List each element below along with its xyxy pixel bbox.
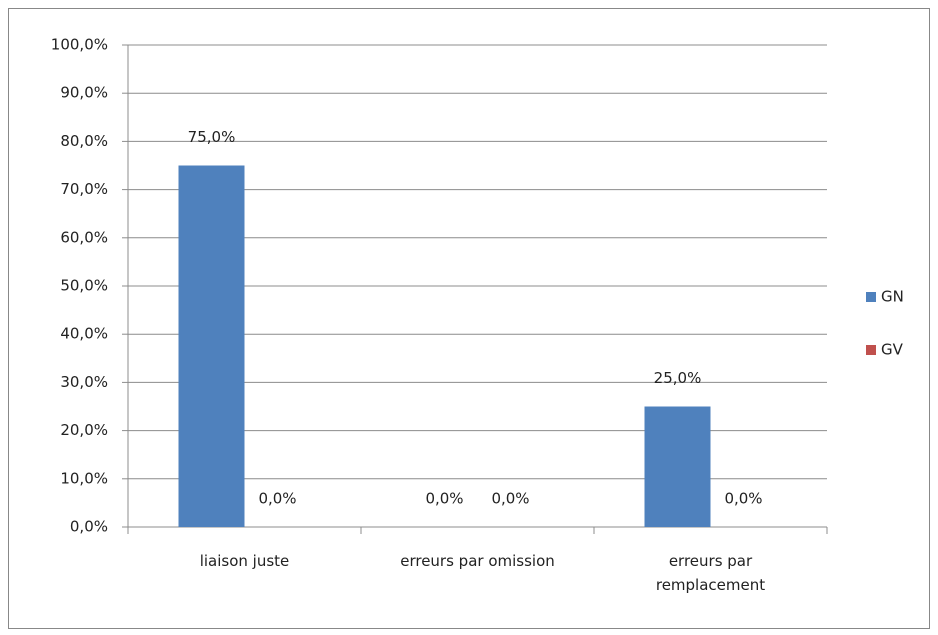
y-tick-label: 60,0% (60, 228, 108, 246)
y-tick-label: 100,0% (51, 36, 108, 54)
y-tick-label: 80,0% (60, 132, 108, 150)
x-tick-label-box: erreurs par omission (400, 552, 555, 570)
data-label: 0,0% (425, 490, 463, 508)
data-label: 25,0% (654, 369, 702, 387)
data-label: 0,0% (258, 490, 296, 508)
x-tick-label: erreurs par omission (400, 552, 555, 570)
y-tick-label: 0,0% (70, 518, 108, 536)
legend-label: GV (881, 341, 904, 359)
x-tick-label-box: liaison juste (199, 552, 290, 570)
y-tick-label: 50,0% (60, 277, 108, 295)
bar (178, 165, 245, 527)
y-tick-label: 20,0% (60, 421, 108, 439)
data-label: 75,0% (188, 128, 236, 146)
y-tick-label: 30,0% (60, 373, 108, 391)
legend-swatch (866, 345, 876, 355)
bar (644, 406, 711, 527)
y-tick-label: 70,0% (60, 180, 108, 198)
data-label: 0,0% (724, 490, 762, 508)
y-tick-label: 10,0% (60, 469, 108, 487)
y-tick-label: 40,0% (60, 325, 108, 343)
chart-frame (8, 8, 930, 629)
y-tick-label: 90,0% (60, 84, 108, 102)
data-label: 0,0% (491, 490, 529, 508)
legend-label: GN (881, 288, 904, 306)
x-tick-label: liaison juste (199, 552, 290, 570)
x-tick-label: erreurs par remplacement (655, 552, 766, 594)
x-tick-label-box: erreurs par remplacement (655, 552, 766, 594)
legend-swatch (866, 292, 876, 302)
